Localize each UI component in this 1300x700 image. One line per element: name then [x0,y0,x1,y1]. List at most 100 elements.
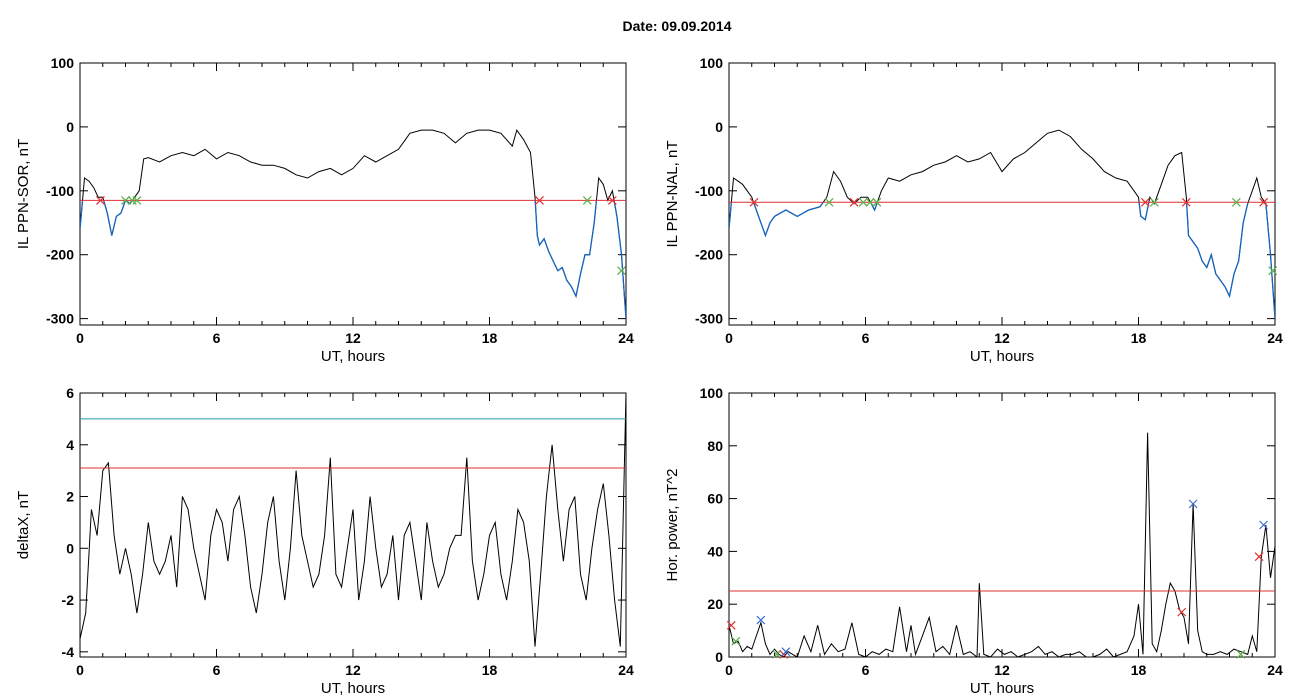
event-marker [872,197,882,207]
x-tick-label: 12 [994,330,1010,346]
event-marker [749,197,759,207]
event-marker [731,636,741,646]
marker-stroke [731,636,741,646]
x-axis-label: UT, hours [321,680,385,697]
event-marker [96,195,105,205]
x-tick-label: 12 [994,662,1010,678]
event-marker [865,197,875,207]
y-tick-label: -300 [46,311,74,327]
event-marker [1140,197,1150,207]
event-marker [1150,197,1159,207]
x-tick-label: 6 [213,662,221,678]
y-tick-label: 100 [700,385,724,401]
x-tick-label: 0 [725,330,733,346]
marker-stroke [858,197,868,207]
x-axis-label: UT, hours [970,680,1034,697]
x-tick-label: 24 [618,662,634,678]
event-marker [121,195,130,205]
event-marker [582,195,592,205]
event-marker [1254,552,1264,562]
chart-panel-nal: 0 6 12 18 24 100 0 -100 -200 -300 UT, hours IL PPN-… [664,55,1283,365]
y-tick-label: -100 [46,183,74,199]
y-tick-label: 2 [66,489,74,505]
marker-stroke [96,195,105,205]
marker-stroke [849,197,859,207]
data-series-below-threshold [729,202,1275,319]
marker-stroke [1259,197,1269,207]
x-tick-label: 0 [76,662,84,678]
event-marker [781,647,791,657]
event-marker [1181,197,1191,207]
x-tick-label: 24 [1267,662,1283,678]
chart-panel-sor: 0 6 12 18 24 100 0 -100 -200 -300 UT, hours IL PPN-… [15,55,634,365]
event-marker [1177,607,1187,617]
y-tick-label: 40 [707,543,723,559]
x-tick-label: 0 [725,662,733,678]
y-tick-label: 20 [707,596,723,612]
event-marker [1259,197,1269,207]
data-series-below-threshold [80,200,626,319]
x-tick-label: 12 [345,662,361,678]
event-marker [1268,266,1278,276]
figure-title: Date: 09.09.2014 [622,18,732,34]
event-marker [1259,520,1269,530]
y-axis-label: Hor. power, nT^2 [664,469,681,582]
event-marker [849,197,859,207]
event-marker [617,266,626,276]
plot-frame [728,62,1276,326]
x-tick-label: 24 [1267,330,1283,346]
y-tick-label: -300 [695,311,723,327]
x-tick-label: 24 [618,330,634,346]
x-tick-label: 0 [76,330,84,346]
y-tick-label: -100 [695,183,723,199]
marker-stroke [1268,266,1278,276]
y-axis-label: deltaX, nT [15,491,32,559]
event-marker [824,197,834,207]
y-axis-label: IL PPN-NAL, nT [664,141,681,248]
y-tick-label: 80 [707,438,723,454]
x-tick-label: 12 [345,330,361,346]
chart-panel-power: 0 6 12 18 24 100 80 60 40 20 0 UT, hours Hor. power,… [664,385,1283,697]
marker-stroke [1150,197,1159,207]
marker-stroke [726,620,736,630]
marker-stroke [1177,607,1187,617]
data-series-line [80,393,626,647]
event-marker [1236,649,1246,659]
event-marker [1188,499,1198,509]
x-tick-label: 6 [862,662,870,678]
marker-stroke [1259,520,1269,530]
marker-stroke [132,195,142,205]
marker-stroke [756,615,766,625]
event-marker [726,620,736,630]
y-tick-label: -200 [46,247,74,263]
marker-stroke [1188,499,1198,509]
x-tick-label: 18 [482,662,498,678]
marker-stroke [1254,552,1264,562]
data-series-line [729,129,1275,319]
chart-panel-deltax: 0 6 12 18 24 6 4 2 0 -2 -4 UT, hours deltaX, nT [15,385,634,697]
marker-stroke [772,649,782,659]
marker-stroke [617,266,626,276]
marker-stroke [824,197,834,207]
marker-stroke [781,647,791,657]
y-tick-label: 0 [66,540,74,556]
x-axis-label: UT, hours [970,348,1034,365]
event-marker [535,195,544,205]
y-tick-label: 6 [66,385,74,401]
x-tick-label: 18 [1131,330,1147,346]
marker-stroke [1181,197,1191,207]
marker-stroke [1231,197,1241,207]
y-tick-label: 100 [700,55,724,71]
marker-stroke [749,197,759,207]
x-tick-label: 18 [482,330,498,346]
event-marker [1231,197,1241,207]
marker-stroke [872,197,882,207]
marker-stroke [1236,649,1246,659]
data-series-line [80,128,626,319]
marker-stroke [1140,197,1150,207]
y-tick-label: 4 [66,437,74,453]
y-tick-label: 60 [707,491,723,507]
marker-stroke [607,195,617,205]
y-tick-label: -200 [695,247,723,263]
